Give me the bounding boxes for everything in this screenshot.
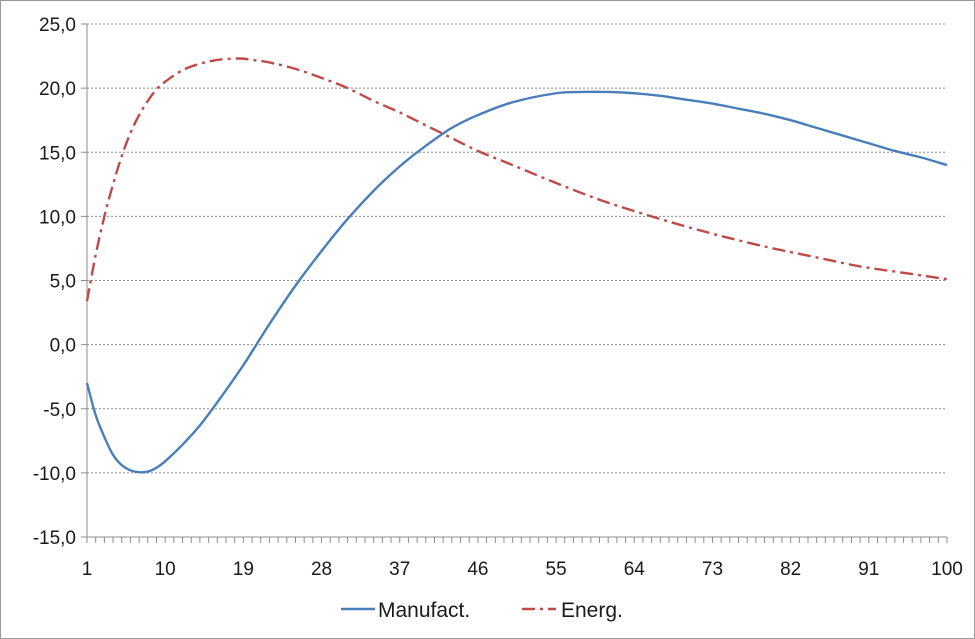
y-tick-label: 15,0 [39,143,76,164]
legend-label-manufact: Manufact. [378,599,470,622]
x-tick-label: 82 [780,559,801,580]
y-tick-label: -15,0 [33,528,76,549]
axis-layer [81,23,948,543]
x-tick-label: 73 [702,559,723,580]
x-tick-label: 91 [858,559,879,580]
tick-label-layer: -15,0 -10,0 -5,0 0,0 5,0 10,0 15,0 20,0 25,0 1 10 1… [33,15,963,580]
x-tick-label: 19 [233,559,254,580]
x-tick-label: 10 [155,559,176,580]
y-tick-label: -10,0 [33,464,76,485]
y-tick-label: 5,0 [50,272,76,293]
y-tick-label: 10,0 [39,207,76,228]
x-tick-label: 28 [311,559,332,580]
y-tick-label: 25,0 [39,15,76,36]
grid-layer [87,23,947,474]
x-tick-label: 100 [931,559,963,580]
y-tick-label: -5,0 [43,400,76,421]
x-tick-label: 64 [624,559,646,580]
legend-label-energ: Energ. [561,599,623,622]
y-tick-label: 20,0 [39,79,76,100]
series-line-manufact [85,90,948,474]
y-tick-label: 0,0 [50,336,76,357]
x-tick-label: 37 [389,559,410,580]
series-layer [85,57,948,474]
x-tick-label: 46 [467,559,488,580]
legend: Manufact. Energ. [341,599,623,622]
series-line-energ [85,57,948,302]
x-tick-label: 1 [82,559,93,580]
x-tick-label: 55 [546,559,567,580]
